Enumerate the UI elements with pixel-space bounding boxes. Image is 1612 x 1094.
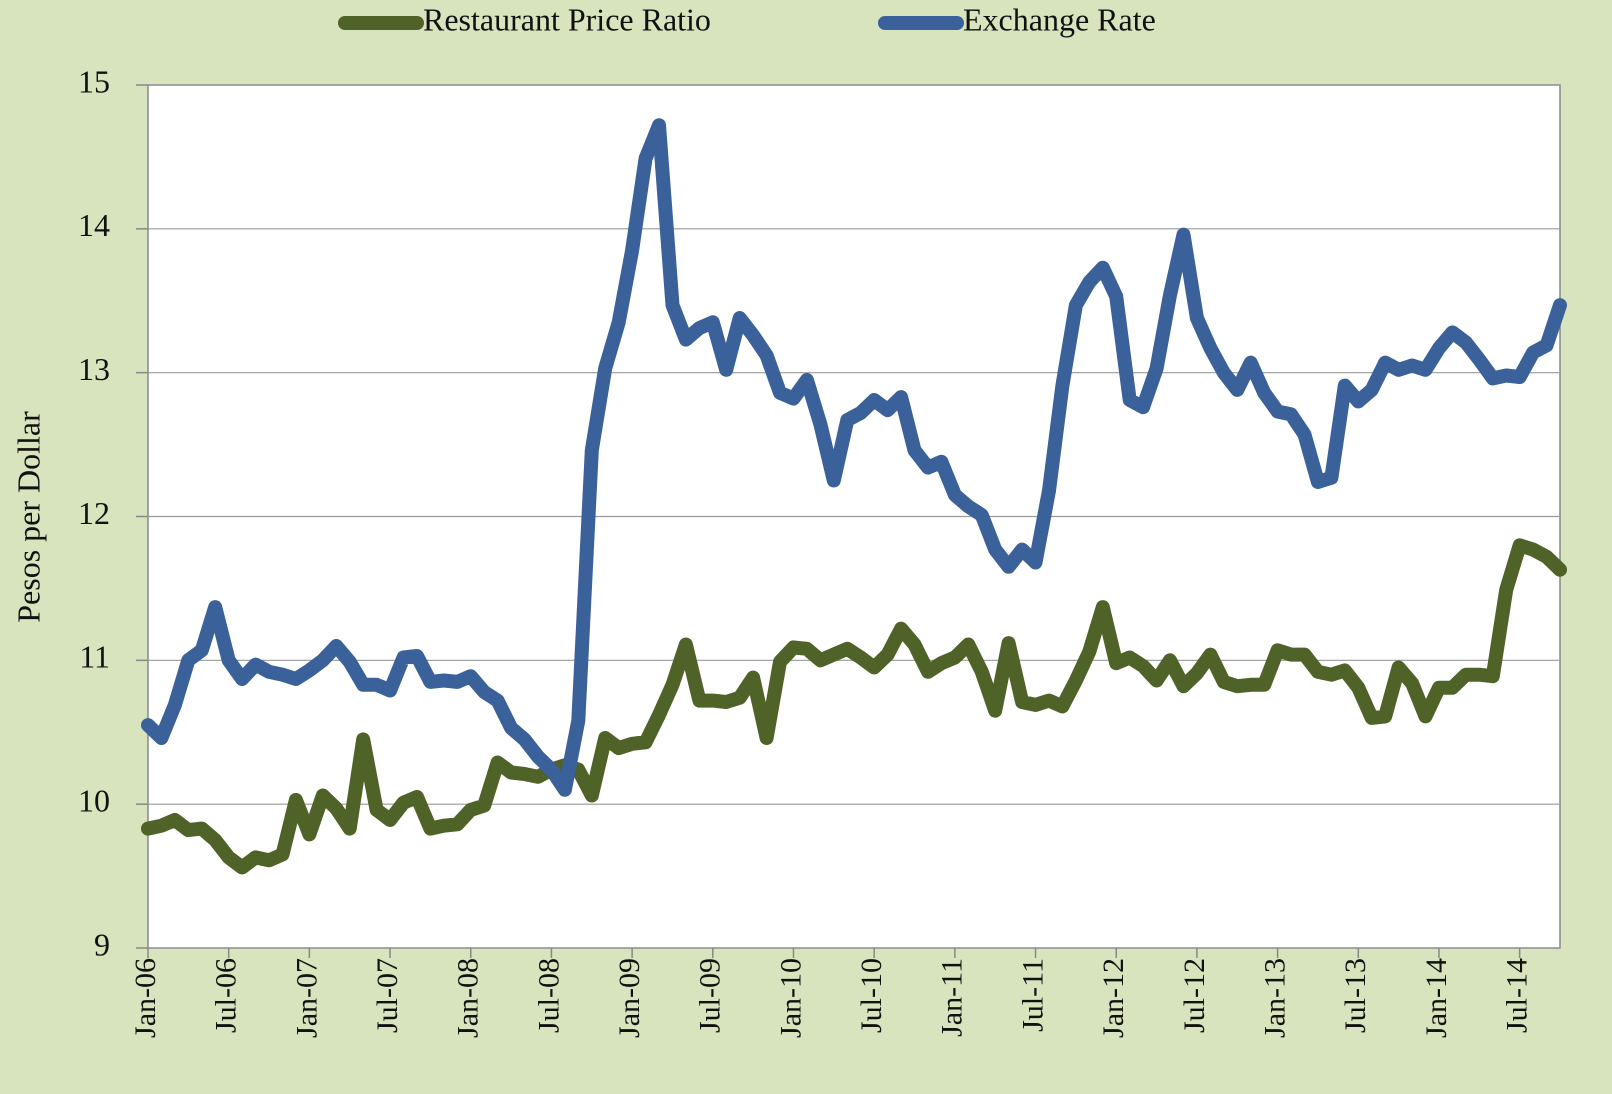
y-tick-label: 12 bbox=[78, 495, 110, 531]
series-line bbox=[141, 538, 1567, 875]
x-tick-label: Jul-06 bbox=[210, 958, 243, 1033]
x-tick-label: Jul-11 bbox=[1016, 958, 1049, 1032]
x-tick-label: Jul-10 bbox=[855, 958, 888, 1033]
y-tick-label: 9 bbox=[94, 926, 110, 962]
x-tick-label: Jul-12 bbox=[1178, 958, 1211, 1033]
x-tick-label: Jan-07 bbox=[290, 958, 323, 1038]
x-tick-label: Jan-13 bbox=[1258, 958, 1291, 1038]
legend-label: Restaurant Price Ratio bbox=[423, 1, 711, 37]
y-axis-label: Pesos per Dollar bbox=[10, 411, 46, 623]
series-line bbox=[141, 118, 1567, 797]
x-tick-label: Jul-07 bbox=[371, 958, 404, 1033]
y-tick-label: 10 bbox=[78, 783, 110, 819]
y-tick-label: 13 bbox=[78, 351, 110, 387]
x-tick-label: Jan-08 bbox=[452, 958, 485, 1038]
x-tick-label: Jan-10 bbox=[774, 958, 807, 1038]
legend-label: Exchange Rate bbox=[963, 1, 1156, 37]
x-tick-label: Jan-12 bbox=[1097, 958, 1130, 1038]
x-tick-label: Jul-14 bbox=[1501, 958, 1534, 1033]
x-tick-label: Jan-11 bbox=[936, 958, 969, 1037]
x-tick-label: Jul-08 bbox=[532, 958, 565, 1033]
y-tick-label: 11 bbox=[79, 639, 110, 675]
y-tick-label: 15 bbox=[78, 63, 110, 99]
x-tick-label: Jul-13 bbox=[1339, 958, 1372, 1033]
x-tick-label: Jul-09 bbox=[694, 958, 727, 1033]
y-tick-label: 14 bbox=[78, 207, 110, 243]
x-tick-label: Jan-14 bbox=[1420, 958, 1453, 1038]
x-tick-label: Jan-06 bbox=[129, 958, 162, 1038]
x-tick-label: Jan-09 bbox=[613, 958, 646, 1038]
